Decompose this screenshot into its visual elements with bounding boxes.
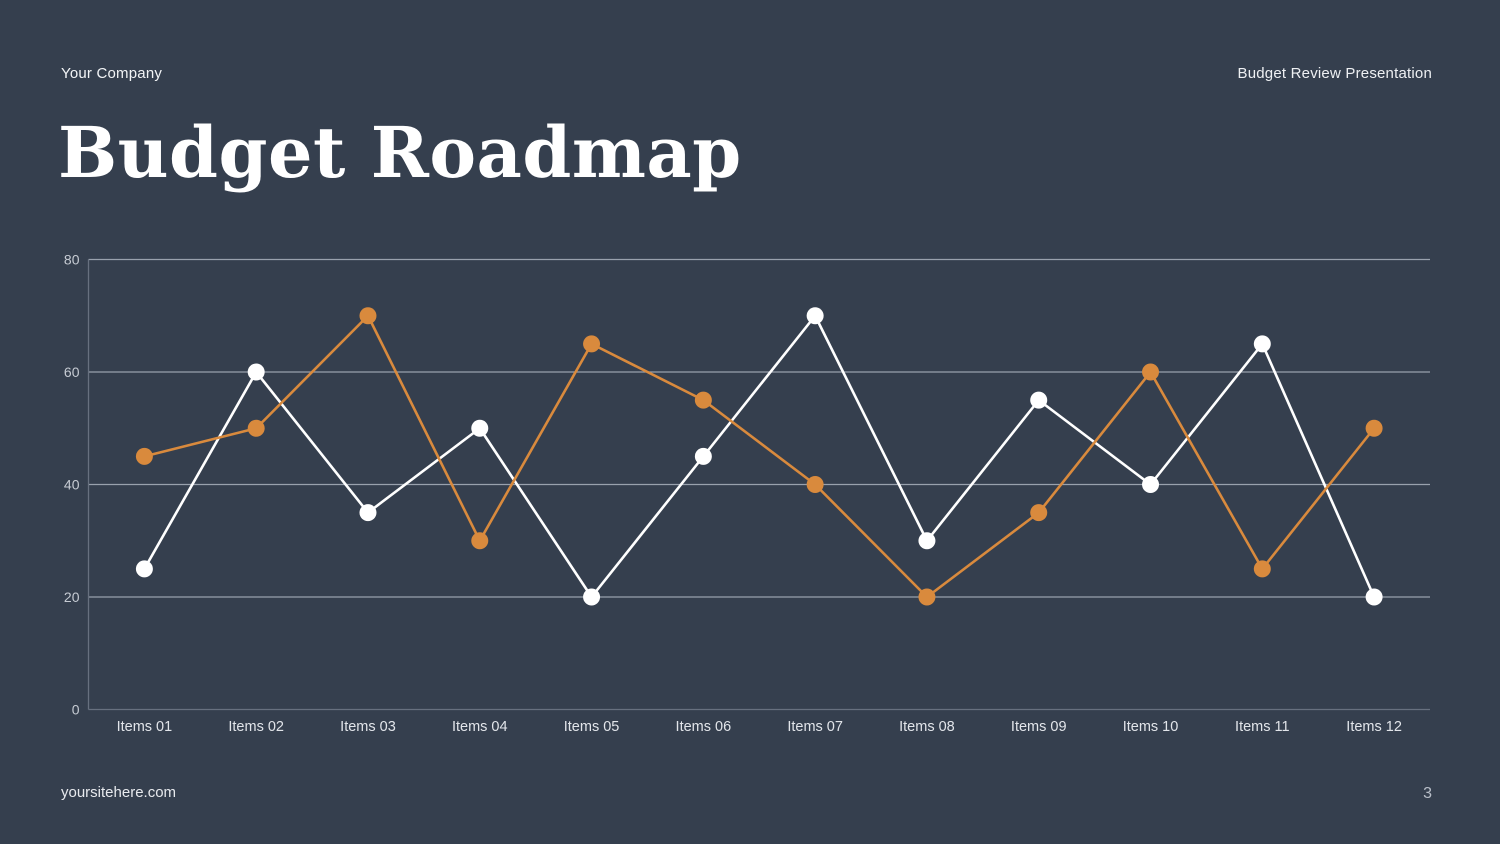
x-tick-label: Items 10 <box>1123 719 1179 735</box>
orange-series-point <box>247 419 265 437</box>
orange-series-point <box>359 307 377 325</box>
orange-series-point <box>694 391 712 409</box>
page-number: 3 <box>1423 785 1432 802</box>
x-tick-label: Items 06 <box>676 719 732 735</box>
y-tick-label: 20 <box>64 589 80 605</box>
white-series-point <box>1142 476 1160 493</box>
y-tick-label: 80 <box>64 252 80 268</box>
white-series-point <box>1030 391 1048 409</box>
x-tick-label: Items 09 <box>1011 719 1067 735</box>
white-series-point <box>806 307 824 325</box>
white-series-point <box>1365 588 1383 606</box>
x-tick-label: Items 05 <box>564 719 620 735</box>
presentation-name: Budget Review Presentation <box>1237 65 1432 82</box>
white-series-line <box>143 314 1376 599</box>
orange-series-point <box>471 532 489 550</box>
orange-series-line <box>143 314 1376 599</box>
orange-series-point <box>583 335 601 353</box>
x-tick-label: Items 11 <box>1235 719 1290 735</box>
website-link: yoursitehere.com <box>61 784 177 801</box>
page-title: Budget Roadmap <box>58 111 742 194</box>
x-tick-label: Items 12 <box>1346 719 1402 735</box>
orange-series-point <box>1142 363 1160 381</box>
y-tick-label: 60 <box>64 364 80 380</box>
white-series-point <box>918 532 936 550</box>
white-series-point <box>359 504 377 522</box>
x-tick-label: Items 08 <box>899 719 955 735</box>
company-name: Your Company <box>61 65 163 82</box>
white-series-point <box>694 447 712 465</box>
orange-series-point <box>1365 419 1383 437</box>
white-series-point <box>247 363 265 381</box>
white-series-point <box>583 588 601 606</box>
orange-series-point <box>806 476 824 493</box>
x-tick-label: Items 04 <box>452 719 508 735</box>
x-tick-label: Items 03 <box>340 719 396 735</box>
white-series-point <box>471 419 489 437</box>
orange-series-point <box>918 588 936 606</box>
white-series-point <box>135 560 153 578</box>
x-tick-label: Items 01 <box>117 719 173 735</box>
y-tick-label: 40 <box>64 477 80 493</box>
x-tick-label: Items 02 <box>228 719 284 735</box>
orange-series-point <box>135 447 153 465</box>
orange-series-point <box>1253 560 1271 578</box>
x-tick-label: Items 07 <box>787 719 843 735</box>
orange-series-point <box>1030 504 1048 522</box>
y-tick-label: 0 <box>72 702 80 718</box>
white-series-point <box>1253 335 1271 353</box>
